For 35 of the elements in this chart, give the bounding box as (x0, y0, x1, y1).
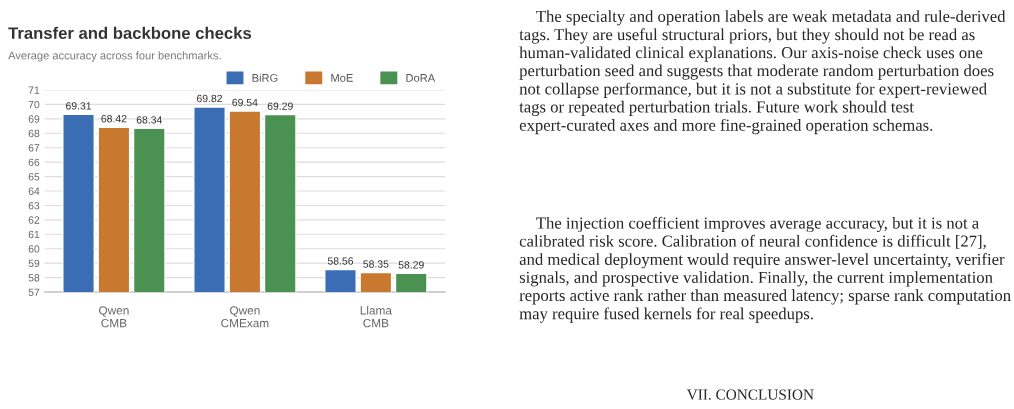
y-tick-label: 61 (28, 230, 40, 239)
data-label: 69.29 (267, 102, 293, 110)
y-tick-label: 58 (28, 274, 40, 282)
data-label: 68.42 (101, 115, 127, 123)
chart-subtitle: Average accuracy across four benchmarks. (8, 51, 221, 62)
y-tick-label: 63 (28, 201, 40, 210)
y-tick-label: 64 (28, 187, 40, 195)
y-tick-label: 62 (28, 216, 40, 224)
y-tick-label: 71 (28, 86, 40, 94)
data-label: 58.56 (327, 257, 354, 265)
data-label: 69.82 (197, 94, 223, 103)
data-label: 58.35 (363, 260, 389, 268)
y-tick-label: 70 (28, 100, 40, 109)
y-tick-label: 59 (28, 259, 40, 268)
legend-label: BiRG (252, 73, 278, 82)
y-tick-label: 68 (28, 129, 40, 138)
y-tick-label: 69 (28, 115, 40, 123)
y-tick-label: 65 (28, 173, 40, 181)
y-tick-label: 66 (28, 158, 40, 167)
x-tick-label: Llama CMB (360, 305, 392, 328)
x-tick-label: Qwen CMExam (221, 306, 269, 328)
legend-label: MoE (331, 74, 353, 82)
y-tick-label: 67 (28, 144, 40, 152)
text: The injection coefficient improves average accuracy, but it is not a calibrated risk score. Calibration of neural confidence is difficult [27], and medical deployment would require answer-level uncertainty, verifier signals, and prospective validation. Finally, the current implementation reports active rank rather than measured latency; sparse rank computation may require fused kernels for real speedups. (519, 216, 1011, 323)
data-label: 69.31 (66, 102, 92, 110)
y-tick-label: 60 (28, 245, 40, 253)
x-tick-label: Qwen CMB (99, 306, 129, 328)
data-label: 69.54 (232, 98, 258, 107)
text: VII. CONCLUSION (686, 389, 814, 400)
y-tick-label: 57 (28, 288, 40, 296)
text: The specialty and operation labels are weak metadata and rule-derived tags. They are useful structural priors, but they should not be read as human-validated clinical explanations. Our axis-noise check uses one perturbation seed and suggests that moderate random perturbation does not collapse performance, but it is not a substitute for expert-reviewed tags or repeated perturbation trials. Future work should test expert-curated axes and more fine-grained operation schemas. (519, 10, 1006, 135)
data-label: 68.34 (136, 116, 162, 124)
chart-title: Transfer and backbone checks (8, 26, 252, 40)
data-label: 58.29 (398, 261, 424, 269)
legend-label: DoRA (406, 74, 436, 82)
